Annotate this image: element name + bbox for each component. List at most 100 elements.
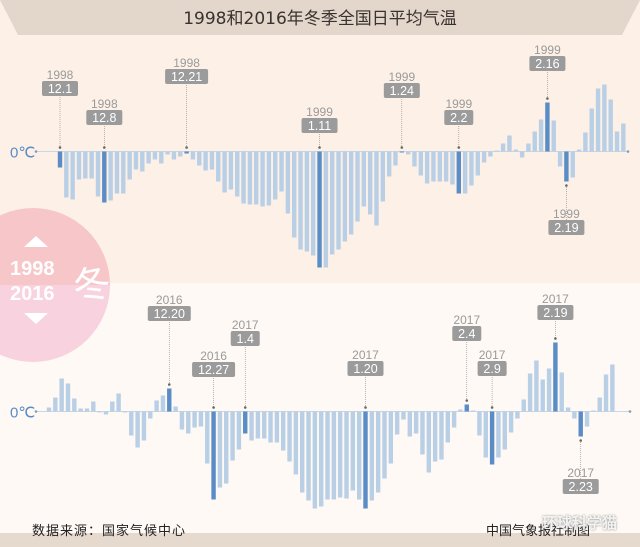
highlight-bar bbox=[564, 151, 569, 182]
bar bbox=[197, 151, 202, 166]
leader-dot bbox=[167, 383, 171, 386]
date-label-box bbox=[444, 110, 474, 125]
bar bbox=[152, 151, 158, 160]
bar bbox=[527, 373, 533, 412]
bar bbox=[306, 411, 311, 501]
bar bbox=[336, 151, 341, 250]
year-label: 2016 bbox=[200, 349, 227, 363]
bar bbox=[255, 411, 261, 439]
data-source: 数据来源：国家气候中心 bbox=[32, 524, 187, 539]
date-label-box bbox=[347, 361, 384, 376]
leader-dot bbox=[490, 406, 494, 409]
chart-title: 1998和2016年冬季全国日平均气温 bbox=[183, 9, 457, 29]
year-label: 2017 bbox=[232, 318, 259, 332]
date-label: 1.11 bbox=[308, 119, 331, 133]
bar bbox=[228, 151, 234, 190]
highlight-bar bbox=[57, 151, 63, 168]
bar bbox=[318, 411, 324, 507]
year-label: 1999 bbox=[553, 207, 580, 221]
bar bbox=[507, 135, 512, 152]
bar bbox=[236, 411, 242, 450]
title-band bbox=[0, 0, 640, 35]
bar bbox=[116, 393, 121, 412]
bar bbox=[534, 360, 539, 412]
bar bbox=[519, 151, 525, 158]
highlight-bar bbox=[578, 411, 583, 437]
leader-dot bbox=[318, 146, 321, 149]
bar bbox=[356, 411, 362, 500]
leader-dot bbox=[212, 406, 215, 409]
bar bbox=[342, 151, 348, 242]
leader-dot bbox=[546, 97, 549, 100]
bar bbox=[597, 397, 602, 412]
leader-dot bbox=[554, 337, 557, 340]
highlight-bar bbox=[102, 151, 107, 203]
bar bbox=[513, 149, 518, 152]
bar bbox=[122, 411, 128, 413]
bar bbox=[129, 411, 134, 436]
highlight-bar bbox=[545, 102, 550, 152]
bar bbox=[432, 411, 438, 462]
bar bbox=[572, 411, 577, 419]
date-label-box bbox=[477, 361, 507, 376]
bar bbox=[439, 411, 444, 460]
bar bbox=[526, 143, 531, 152]
bar bbox=[350, 411, 356, 491]
date-label: 2.2 bbox=[450, 111, 467, 125]
bar bbox=[405, 151, 411, 155]
year-label: 1998 bbox=[173, 56, 200, 70]
bar bbox=[488, 151, 493, 157]
bar bbox=[576, 149, 582, 152]
bar bbox=[205, 411, 210, 464]
bar bbox=[477, 411, 482, 436]
bar bbox=[190, 151, 196, 160]
highlight-bar bbox=[167, 388, 172, 412]
leader-dot bbox=[400, 146, 404, 149]
bar bbox=[89, 151, 94, 179]
date-label-box bbox=[230, 331, 260, 346]
date-label: 1.24 bbox=[390, 84, 414, 98]
leader-dot bbox=[185, 146, 188, 149]
leader-dot bbox=[58, 146, 62, 149]
watermark: 环球科学猫 bbox=[542, 514, 618, 532]
bar bbox=[83, 151, 88, 179]
bar bbox=[565, 407, 571, 412]
bar bbox=[135, 411, 140, 448]
date-label-box bbox=[383, 83, 420, 98]
bar bbox=[97, 411, 102, 413]
leader-dot bbox=[465, 399, 469, 402]
bar bbox=[621, 123, 626, 152]
bar bbox=[374, 151, 379, 226]
bar bbox=[198, 411, 204, 427]
bar bbox=[337, 411, 343, 498]
axis-dot bbox=[628, 410, 632, 413]
bar bbox=[386, 151, 392, 177]
bar bbox=[380, 151, 386, 202]
bar bbox=[311, 151, 316, 256]
bar bbox=[443, 151, 449, 182]
leader-dot bbox=[103, 146, 106, 149]
bar bbox=[70, 151, 75, 200]
bar bbox=[570, 151, 575, 178]
bar bbox=[262, 411, 267, 439]
bar bbox=[304, 151, 310, 252]
bar bbox=[95, 151, 101, 197]
bar bbox=[469, 151, 474, 186]
date-label: 12.21 bbox=[171, 70, 202, 84]
bar bbox=[589, 108, 594, 152]
bar bbox=[249, 411, 254, 441]
bar bbox=[394, 411, 400, 435]
bar bbox=[445, 411, 450, 443]
bar bbox=[595, 88, 601, 152]
triangle-down-icon bbox=[24, 313, 48, 324]
bar bbox=[281, 411, 286, 451]
